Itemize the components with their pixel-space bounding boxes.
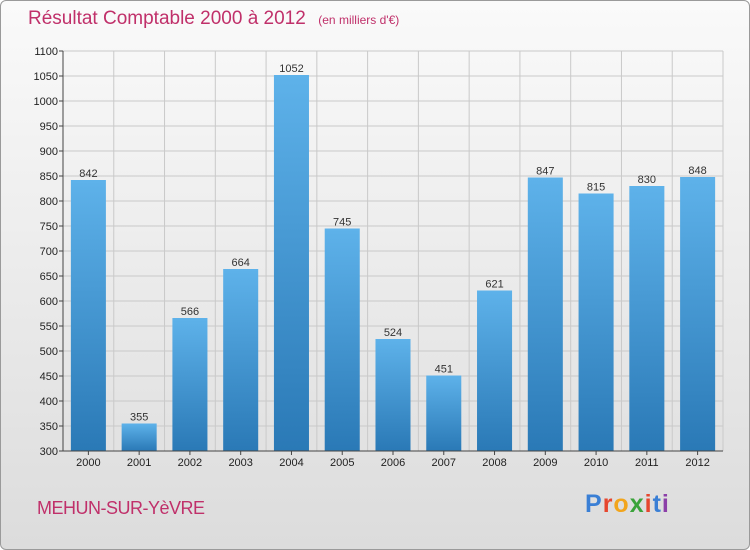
x-tick-label: 2012: [685, 457, 709, 469]
y-tick-label: 1050: [34, 71, 58, 83]
x-tick-label: 2003: [228, 457, 252, 469]
x-tick-label: 2001: [127, 457, 151, 469]
bar: [578, 193, 614, 451]
bar-value-label: 848: [688, 165, 706, 177]
bar-value-label: 842: [79, 168, 97, 180]
bar-value-label: 830: [638, 174, 656, 186]
y-tick-label: 500: [40, 346, 58, 358]
chart-unit: (en milliers d'€): [318, 13, 400, 27]
x-tick-label: 2010: [584, 457, 608, 469]
bar-value-label: 524: [384, 327, 402, 339]
y-tick-label: 300: [40, 446, 58, 458]
y-tick-label: 1000: [34, 96, 58, 108]
x-tick-label: 2004: [279, 457, 303, 469]
chart-title: Résultat Comptable 2000 à 2012: [28, 8, 306, 29]
y-tick-label: 850: [40, 171, 58, 183]
y-tick-label: 950: [40, 121, 58, 133]
y-tick-label: 900: [40, 146, 58, 158]
x-tick-label: 2005: [330, 457, 354, 469]
logo-letter: t: [652, 490, 662, 518]
bar: [121, 423, 157, 451]
bar: [375, 339, 411, 451]
city-name: MEHUN-SUR-YèVRE: [37, 498, 205, 518]
logo-letter: o: [613, 490, 630, 518]
bar-value-label: 451: [435, 364, 453, 376]
y-tick-label: 550: [40, 321, 58, 333]
bar: [477, 290, 513, 451]
y-tick-label: 1100: [34, 46, 58, 58]
bar-value-label: 621: [485, 279, 503, 291]
bar: [223, 269, 259, 451]
bar: [629, 186, 665, 451]
logo-letter: x: [629, 490, 645, 518]
y-tick-label: 350: [40, 421, 58, 433]
bar-value-label: 355: [130, 412, 148, 424]
logo-letter: P: [585, 490, 603, 518]
x-tick-label: 2006: [381, 457, 405, 469]
bar: [172, 318, 208, 451]
y-tick-label: 800: [40, 196, 58, 208]
bar: [70, 180, 106, 451]
y-tick-label: 600: [40, 296, 58, 308]
proxiti-logo: Proxiti: [585, 490, 670, 519]
bar: [527, 177, 563, 451]
bar-value-label: 1052: [279, 63, 303, 75]
bar: [680, 177, 716, 451]
bar-value-label: 566: [181, 306, 199, 318]
y-tick-label: 650: [40, 271, 58, 283]
bars: 842 355 566 664 1052 745 524 451 621 847 815 830 848: [70, 63, 716, 451]
y-tick-label: 750: [40, 221, 58, 233]
chart-title-block: Résultat Comptable 2000 à 2012 (en milli…: [28, 8, 399, 30]
logo-letter: i: [644, 490, 653, 518]
x-tick-label: 2002: [178, 457, 202, 469]
x-tick-label: 2008: [482, 457, 506, 469]
y-tick-label: 400: [40, 396, 58, 408]
x-tick-label: 2009: [533, 457, 557, 469]
y-tick-label: 700: [40, 246, 58, 258]
x-tick-label: 2007: [432, 457, 456, 469]
x-tick-label: 2011: [635, 457, 659, 469]
bar-value-label: 847: [536, 166, 554, 178]
bar: [426, 375, 462, 451]
bar-value-label: 745: [333, 217, 351, 229]
axes: 300 350 400 450 500 550 600 650 700 750 800 850 900 9…: [34, 46, 723, 469]
bar: [324, 228, 360, 451]
bar-value-label: 815: [587, 182, 605, 194]
logo-letter: r: [602, 490, 614, 518]
bar-value-label: 664: [232, 257, 250, 269]
logo-letter: i: [661, 490, 670, 518]
x-tick-label: 2000: [76, 457, 100, 469]
y-tick-label: 450: [40, 371, 58, 383]
bar: [273, 75, 309, 451]
